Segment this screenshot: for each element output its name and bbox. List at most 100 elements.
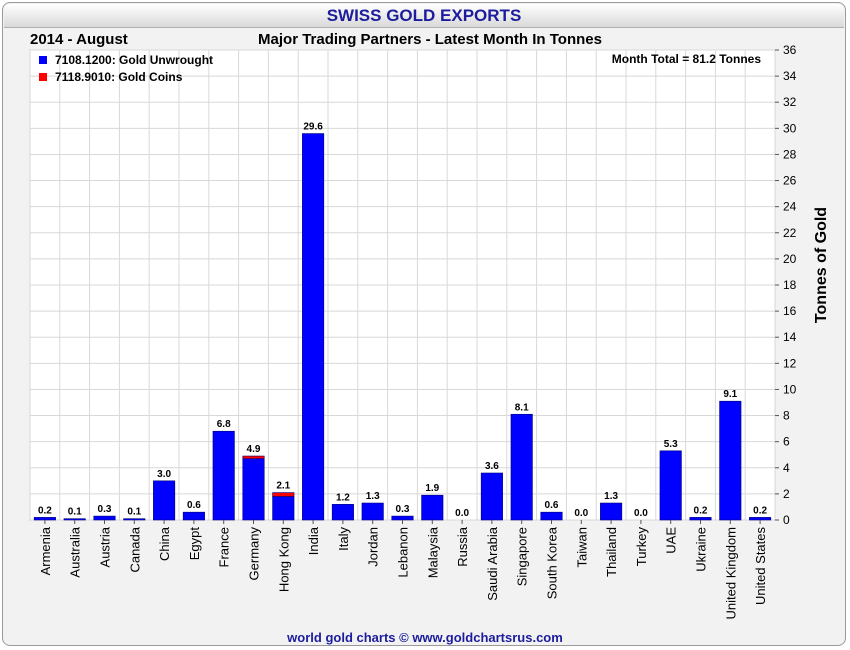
legend: 7108.1200: Gold Unwrought 7118.9010: Gold…: [39, 53, 213, 84]
bar-value-label: 1.9: [425, 483, 439, 494]
bar-malaysia-unwrought: [421, 494, 444, 521]
x-tick-label: Singapore: [515, 527, 530, 586]
y-tick-label: 0: [783, 513, 790, 527]
y-tick-label: 30: [783, 121, 797, 135]
bar-value-label: 0.2: [753, 505, 767, 516]
footer-credit: world gold charts © www.goldchartsrus.co…: [287, 630, 563, 645]
y-tick-label: 24: [783, 200, 797, 214]
y-tick-label: 36: [783, 43, 797, 57]
x-tick-label: United Kingdom: [723, 527, 738, 620]
bar-thailand-unwrought: [600, 502, 623, 521]
bar-value-label: 1.3: [604, 491, 618, 502]
bar-value-label: 1.2: [336, 492, 350, 503]
y-tick-label: 8: [783, 409, 790, 423]
bar-value-label: 5.3: [664, 439, 678, 450]
bar-ukraine-unwrought: [689, 517, 712, 521]
bar-value-label: 2.1: [276, 481, 290, 492]
x-tick-label: UAE: [664, 527, 679, 554]
bar-value-label: 1.3: [366, 491, 380, 502]
bar-jordan-unwrought: [361, 502, 384, 521]
bar-value-label: 3.0: [157, 469, 171, 480]
y-tick-label: 22: [783, 226, 797, 240]
x-tick-label: United States: [753, 527, 768, 606]
bar-lebanon-unwrought: [391, 515, 414, 521]
bar-value-label: 0.6: [187, 500, 201, 511]
x-tick-label: Ukraine: [694, 527, 709, 572]
x-tick-label: Hong Kong: [276, 527, 291, 592]
x-tick-label: Malaysia: [425, 526, 440, 578]
x-tick-label: China: [157, 526, 172, 561]
chart-subtitle: Major Trading Partners - Latest Month In…: [258, 31, 602, 48]
y-tick-label: 26: [783, 174, 797, 188]
y-tick-label: 2: [783, 487, 790, 501]
x-tick-label: Germany: [247, 527, 262, 581]
bar-austria-unwrought: [93, 515, 116, 521]
x-tick-label: Thailand: [604, 527, 619, 577]
x-tick-label: Russia: [455, 526, 470, 567]
bar-egypt-unwrought: [182, 511, 205, 521]
x-tick-label: Canada: [127, 526, 142, 572]
bar-germany-coins: [242, 455, 265, 459]
x-tick-label: Australia: [68, 526, 83, 577]
y-tick-label: 34: [783, 69, 797, 83]
title-bar: SWISS GOLD EXPORTS: [4, 4, 844, 28]
bar-germany-unwrought: [242, 458, 265, 521]
bar-united-states-unwrought: [749, 517, 772, 521]
x-tick-label: Taiwan: [574, 527, 589, 567]
bar-value-label: 0.1: [127, 507, 141, 518]
legend-swatch: [39, 56, 47, 64]
x-axis-ticks: Armenia Australia Austria Canada China Egypt F…: [38, 520, 768, 620]
bar-italy-unwrought: [331, 504, 354, 521]
bar-saudi-arabia-unwrought: [480, 472, 503, 521]
bar-south-korea-unwrought: [540, 511, 563, 521]
x-tick-label: Saudi Arabia: [485, 526, 500, 600]
period-label: 2014 - August: [30, 31, 128, 48]
bar-value-label: 0.0: [574, 508, 588, 519]
month-total-annotation: Month Total = 81.2 Tonnes: [612, 52, 762, 66]
x-tick-label: Italy: [336, 527, 351, 551]
y-tick-label: 12: [783, 356, 797, 370]
bar-united-kingdom-unwrought: [719, 400, 742, 521]
x-tick-label: Lebanon: [396, 527, 411, 578]
legend-swatch: [39, 73, 47, 81]
bar-value-label: 0.0: [634, 508, 648, 519]
bar-value-label: 0.6: [545, 500, 559, 511]
bar-value-label: 0.3: [98, 504, 112, 515]
x-tick-label: Turkey: [634, 527, 649, 567]
y-tick-label: 18: [783, 278, 797, 292]
bar-india-unwrought: [302, 133, 325, 521]
y-tick-label: 32: [783, 95, 797, 109]
bar-france-unwrought: [212, 430, 235, 521]
bar-value-label: 6.8: [217, 419, 231, 430]
bar-value-label: 3.6: [485, 461, 499, 472]
bar-armenia-unwrought: [33, 517, 56, 521]
chart-main-title: SWISS GOLD EXPORTS: [326, 6, 522, 25]
y-tick-label: 6: [783, 435, 790, 449]
bar-value-label: 4.9: [247, 444, 261, 455]
bar-value-label: 0.1: [68, 507, 82, 518]
bar-value-label: 29.6: [303, 122, 323, 133]
legend-label: 7108.1200: Gold Unwrought: [55, 53, 213, 67]
bar-singapore-unwrought: [510, 413, 533, 521]
bar-value-label: 0.2: [38, 505, 52, 516]
y-tick-label: 10: [783, 382, 797, 396]
bar-australia-unwrought: [63, 518, 86, 521]
x-tick-label: South Korea: [545, 526, 560, 599]
bar-uae-unwrought: [659, 450, 682, 521]
bars-group: 0.2 0.1 0.3 0.1 3.0 0.6 6.8 4.9 2.1 29.6 1.2 1.3 0.3…: [33, 122, 772, 521]
x-tick-label: France: [217, 527, 232, 567]
y-axis-title: Tonnes of Gold: [813, 207, 830, 323]
x-tick-label: Jordan: [366, 527, 381, 567]
legend-label: 7118.9010: Gold Coins: [55, 70, 183, 84]
y-tick-label: 16: [783, 304, 797, 318]
x-tick-label: Egypt: [187, 527, 202, 561]
bar-value-label: 0.3: [396, 504, 410, 515]
bar-value-label: 8.1: [515, 402, 529, 413]
bar-value-label: 0.0: [455, 508, 469, 519]
bar-canada-unwrought: [123, 518, 146, 521]
bar-value-label: 0.2: [694, 505, 708, 516]
x-tick-label: Armenia: [38, 526, 53, 575]
bar-hong-kong-coins: [272, 492, 295, 497]
